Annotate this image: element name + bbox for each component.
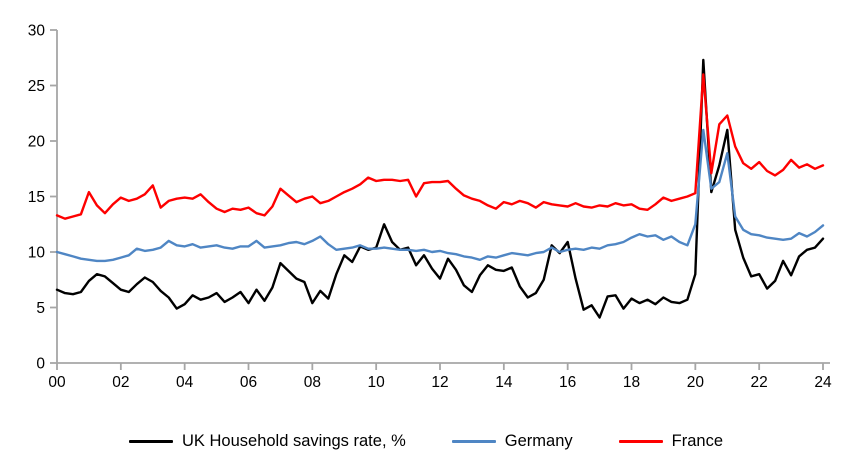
- x-tick-label: 00: [48, 374, 66, 391]
- series-line-1: [55, 128, 825, 263]
- x-tick-label: 14: [495, 374, 513, 391]
- y-tick-label: 15: [28, 189, 45, 206]
- uk-line-swatch: [129, 439, 173, 443]
- x-tick-label: 16: [559, 374, 576, 391]
- y-tick-label: 30: [28, 23, 46, 40]
- legend-item-germany: Germany: [451, 431, 573, 451]
- chart-legend: UK Household savings rate, % Germany Fra…: [0, 421, 852, 461]
- x-tick-label: 18: [623, 374, 640, 391]
- x-tick-label: 22: [751, 374, 768, 391]
- x-tick-label: 10: [368, 374, 386, 391]
- germany-legend-label: Germany: [504, 431, 573, 450]
- x-tick-label: 02: [112, 374, 129, 391]
- uk-legend-label: UK Household savings rate, %: [182, 431, 406, 450]
- series-line-2: [55, 73, 825, 220]
- x-tick-label: 06: [240, 374, 257, 391]
- x-tick-label: 04: [176, 374, 194, 391]
- y-tick-label: 5: [36, 300, 45, 317]
- x-tick-label: 20: [687, 374, 705, 391]
- germany-line-swatch: [451, 439, 496, 443]
- x-tick-label: 24: [814, 374, 832, 391]
- x-tick-label: 12: [431, 374, 448, 391]
- france-legend-label: France: [671, 431, 723, 450]
- y-tick-label: 10: [28, 245, 46, 262]
- legend-item-uk: UK Household savings rate, %: [129, 432, 406, 451]
- legend-item-france: France: [618, 431, 723, 451]
- y-tick-label: 25: [28, 78, 45, 95]
- chart-plot-area: 0 5 10 15 20 25 30 00 02 04 06 08 10 12 14 16 18 20 22 24: [28, 23, 832, 392]
- france-line-swatch: [618, 439, 663, 443]
- y-tick-label: 20: [28, 134, 46, 151]
- y-tick-label: 0: [36, 356, 45, 373]
- series-line-0: [55, 58, 825, 319]
- x-tick-label: 08: [304, 374, 321, 391]
